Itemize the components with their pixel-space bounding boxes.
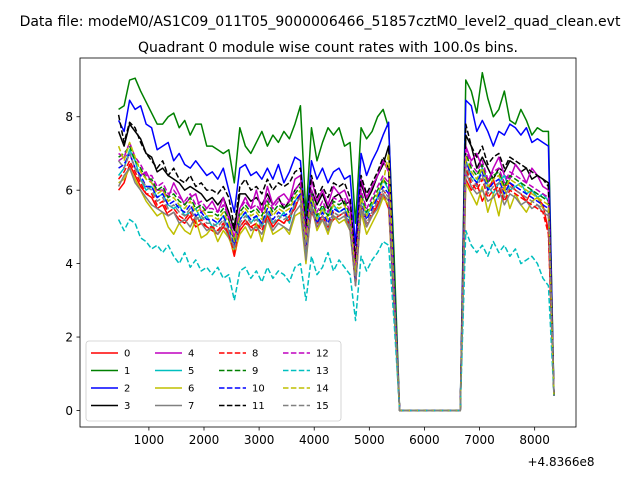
x-tick-label: 3000 [244, 433, 275, 447]
legend-box [85, 340, 342, 422]
chart-title: Quadrant 0 module wise count rates with … [138, 40, 518, 56]
series-line-1 [118, 71, 555, 412]
legend-label-5: 5 [188, 366, 194, 377]
y-tick-label: 2 [65, 331, 73, 345]
legend-label-14: 14 [316, 384, 329, 395]
x-tick-label: 1000 [134, 433, 165, 447]
legend-label-2: 2 [124, 384, 130, 395]
legend-label-12: 12 [316, 349, 329, 360]
series-line-9 [118, 145, 555, 412]
legend-label-11: 11 [252, 401, 265, 412]
y-tick-label: 6 [65, 184, 73, 198]
series-line-15 [117, 152, 555, 412]
series-line-14 [117, 141, 555, 412]
axes-frame [79, 57, 577, 428]
legend-label-9: 9 [252, 366, 258, 377]
x-tick-label: 6000 [409, 433, 440, 447]
legend-label-0: 0 [124, 349, 130, 360]
x-tick-label: 5000 [354, 433, 385, 447]
legend-label-4: 4 [188, 349, 194, 360]
legend-label-10: 10 [252, 384, 265, 395]
series-line-10 [118, 152, 555, 412]
x-offset-text: +4.8366e8 [527, 455, 594, 469]
series-line-3 [117, 123, 555, 412]
legend-label-15: 15 [316, 401, 329, 412]
x-tick-label: 4000 [299, 433, 330, 447]
y-tick-label: 4 [65, 257, 73, 271]
series-line-7 [117, 167, 555, 412]
legend-label-8: 8 [252, 349, 258, 360]
y-tick-label: 8 [65, 110, 73, 124]
x-tick-label: 2000 [189, 433, 220, 447]
y-tick-label: 0 [65, 404, 73, 418]
legend-label-1: 1 [124, 366, 130, 377]
figure-suptitle: Data file: modeM0/AS1C09_011T05_90000064… [20, 14, 621, 30]
legend-label-13: 13 [316, 366, 329, 377]
series-line-11 [117, 114, 555, 412]
legend-label-6: 6 [188, 384, 194, 395]
series-line-6 [118, 167, 555, 412]
series-line-13 [117, 218, 555, 412]
series-line-2 [117, 99, 555, 412]
legend-label-3: 3 [124, 401, 130, 412]
legend-label-7: 7 [188, 401, 194, 412]
series-line-12 [118, 141, 555, 412]
x-tick-label: 7000 [464, 433, 495, 447]
x-tick-label: 8000 [519, 433, 550, 447]
